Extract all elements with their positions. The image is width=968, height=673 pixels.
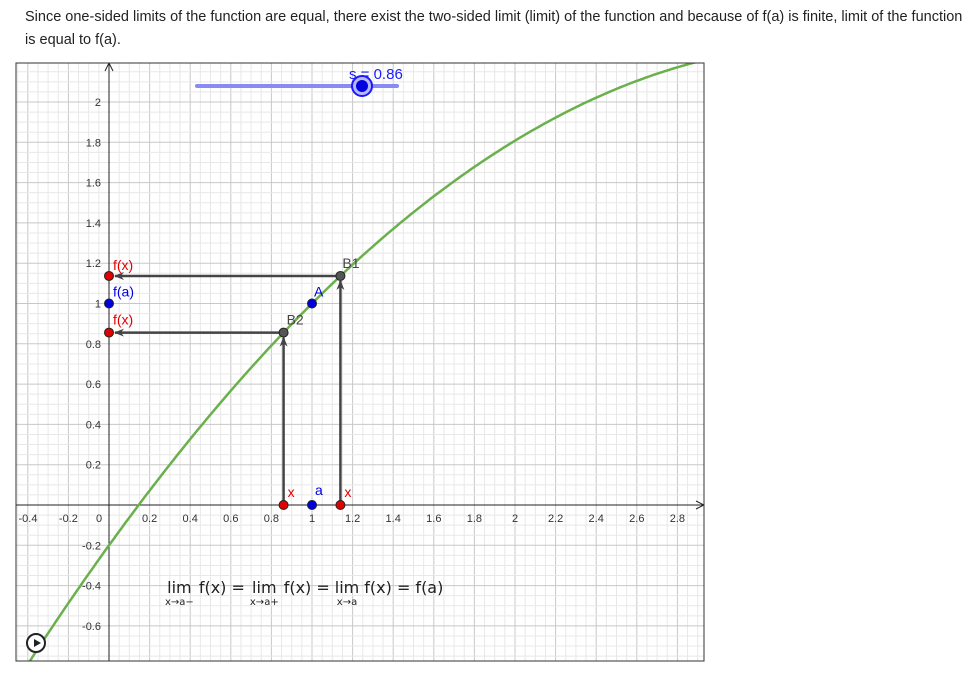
lim-text: lim: [167, 578, 192, 597]
plot-area: -0.4 -0.2 0 0.2 0.4 0.6 0.8 1 1.2 1.4 1.6 1.8 2 2.2 2.…: [16, 63, 704, 661]
x-tick-label: 0.6: [223, 513, 238, 525]
y-tick-label: -0.4: [82, 581, 101, 593]
play-icon[interactable]: [26, 633, 46, 653]
point-A: [307, 298, 317, 309]
formula-part: f(x) = f(a): [364, 578, 444, 597]
label-B1: B1: [342, 255, 359, 271]
x-tick-label: 0: [96, 513, 102, 525]
y-tick-label: 0.8: [86, 339, 101, 351]
graph-border: [15, 62, 705, 662]
lim-right: lim x→a+: [250, 578, 279, 608]
point-B1: [335, 270, 346, 281]
y-tick-label: 1.6: [86, 178, 101, 190]
x-tick-label: 1.8: [467, 513, 482, 525]
x-tick-label: 2: [512, 513, 518, 525]
label-B2: B2: [287, 312, 304, 328]
label-x-left: x: [288, 484, 295, 500]
slider-knob[interactable]: [356, 80, 368, 92]
x-tick-label: 1.6: [426, 513, 441, 525]
x-tick-label: 0.8: [264, 513, 279, 525]
label-fx-top: f(x): [113, 257, 133, 273]
x-tick-label: -0.4: [19, 513, 38, 525]
label-fa: f(a): [113, 284, 134, 300]
point-a: [307, 500, 317, 510]
y-tick-label: 0.4: [86, 419, 101, 431]
point-fa: [104, 298, 114, 309]
point-x-left: [278, 500, 289, 510]
formula-part: f(x) =: [283, 578, 330, 597]
y-tick-label: 1.8: [86, 137, 101, 149]
point-fx-bottom: [104, 327, 114, 338]
x-tick-label: 2.4: [589, 513, 604, 525]
lim-subscript: x→a−: [165, 597, 194, 608]
x-tick-label: -0.2: [59, 513, 78, 525]
y-tick-label: 0.2: [86, 460, 101, 472]
lim-subscript: x→a: [336, 597, 358, 608]
y-tick-label: 1.2: [86, 258, 101, 270]
function-curve: [28, 63, 698, 661]
x-tick-label: 2.8: [670, 513, 685, 525]
lim-text: lim: [252, 578, 277, 597]
caption-text: Since one-sided limits of the function a…: [25, 9, 963, 48]
x-tick-label: 1.2: [345, 513, 360, 525]
y-tick-label: -0.2: [82, 540, 101, 552]
label-A: A: [314, 284, 324, 300]
x-tick-label: 0.2: [142, 513, 157, 525]
point-fx-top: [104, 270, 114, 281]
x-tick-label: 1: [309, 513, 315, 525]
y-tick-label: 1.4: [86, 218, 101, 230]
x-axis-arrow: [695, 500, 704, 510]
x-tick-label: 2.2: [548, 513, 563, 525]
lim-text: lim: [334, 578, 360, 597]
formula-part: f(x) =: [198, 578, 245, 597]
lim-subscript: x→a+: [249, 597, 279, 608]
limit-formula: lim x→a− f(x) = lim x→a+ f(x) = lim x→a f(x…: [165, 578, 443, 608]
x-tick-label: 0.4: [183, 513, 198, 525]
slider-label: s = 0.86: [349, 66, 403, 83]
point-x-right: [335, 500, 346, 510]
y-tick-label: 0.6: [86, 379, 101, 391]
y-axis-arrow: [104, 63, 114, 72]
y-tick-label: -0.6: [82, 621, 101, 633]
label-x-right: x: [344, 484, 351, 500]
label-fx-bottom: f(x): [113, 312, 133, 328]
lim-two-sided: lim x→a: [335, 578, 359, 608]
label-a: a: [315, 482, 323, 498]
y-tick-label: 1: [95, 299, 101, 311]
lim-left: lim x→a−: [165, 578, 194, 608]
y-tick-label: 2: [95, 97, 101, 109]
x-tick-label: 1.4: [386, 513, 401, 525]
x-tick-label: 2.6: [629, 513, 644, 525]
point-B2: [278, 327, 289, 338]
